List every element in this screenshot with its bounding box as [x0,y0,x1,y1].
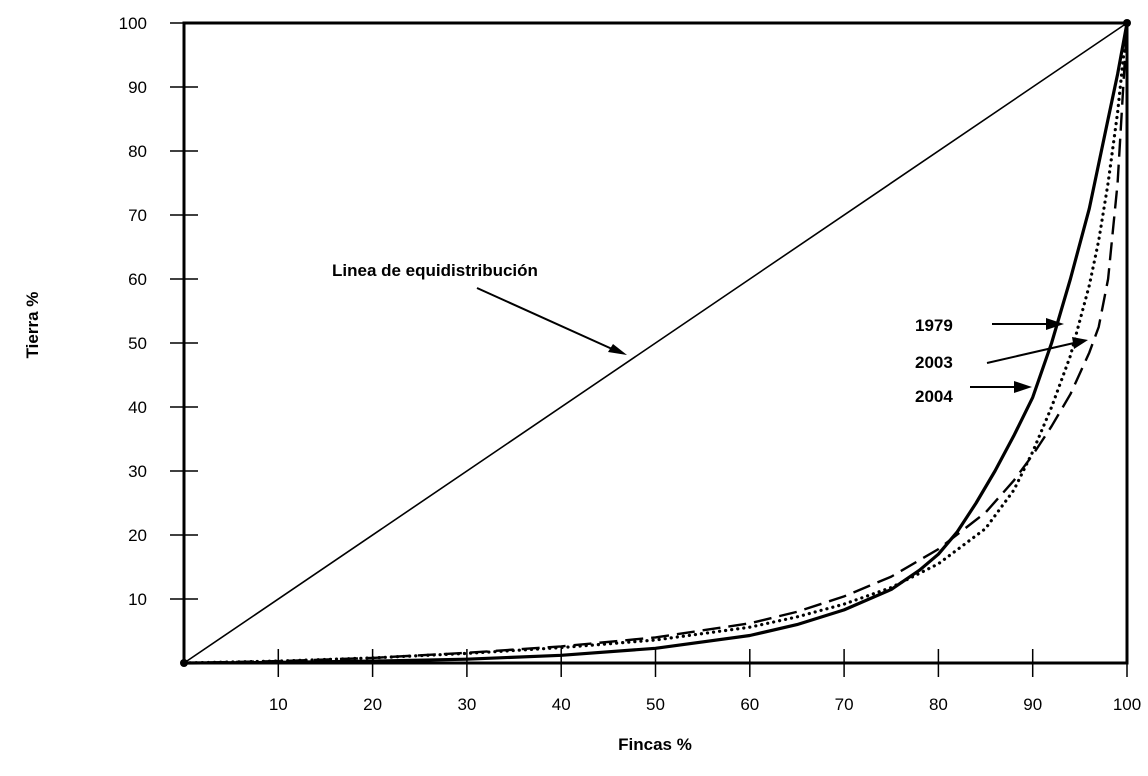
axes: 10 20 30 40 50 60 70 80 90 100 10 20 30 40 50 60 70 80 90 1… [119,14,1142,714]
label-1979: 1979 [915,316,953,335]
y-tick-label: 40 [128,398,147,417]
x-tick-label: 60 [740,695,759,714]
end-point [1123,19,1131,27]
series-layer [180,19,1131,667]
equality-arrow [476,287,622,354]
label-2003: 2003 [915,353,953,372]
y-tick-label: 100 [119,14,147,33]
arrow-2003-head [1072,337,1088,349]
equality-line-label: Linea de equidistribución [332,261,538,280]
y-tick-label: 60 [128,270,147,289]
x-tick-label: 50 [646,695,665,714]
y-tick-label: 20 [128,526,147,545]
arrow-2004-head [1014,381,1032,393]
x-tick-label: 30 [457,695,476,714]
equality-line [183,22,1128,664]
series-line-2004 [183,22,1129,665]
origin-point [180,659,188,667]
series-line-2003 [183,22,1129,665]
label-2004: 2004 [915,387,953,406]
x-tick-label: 90 [1023,695,1042,714]
x-tick-label: 20 [363,695,382,714]
x-tick-label: 70 [835,695,854,714]
x-tick-label: 10 [269,695,288,714]
y-tick-label: 10 [128,590,147,609]
x-tick-label: 40 [552,695,571,714]
arrow-2003 [986,342,1075,364]
equality-arrow-head [608,344,627,355]
y-tick-label: 70 [128,206,147,225]
series-line-1979 [182,21,1129,665]
y-tick-label: 30 [128,462,147,481]
x-tick-label: 100 [1113,695,1141,714]
x-tick-label: 80 [929,695,948,714]
y-tick-label: 50 [128,334,147,353]
y-axis-title: Tierra % [23,292,42,359]
y-tick-label: 80 [128,142,147,161]
arrow-1979-head [1046,318,1064,330]
x-axis-title: Fincas % [618,735,692,754]
y-tick-label: 90 [128,78,147,97]
